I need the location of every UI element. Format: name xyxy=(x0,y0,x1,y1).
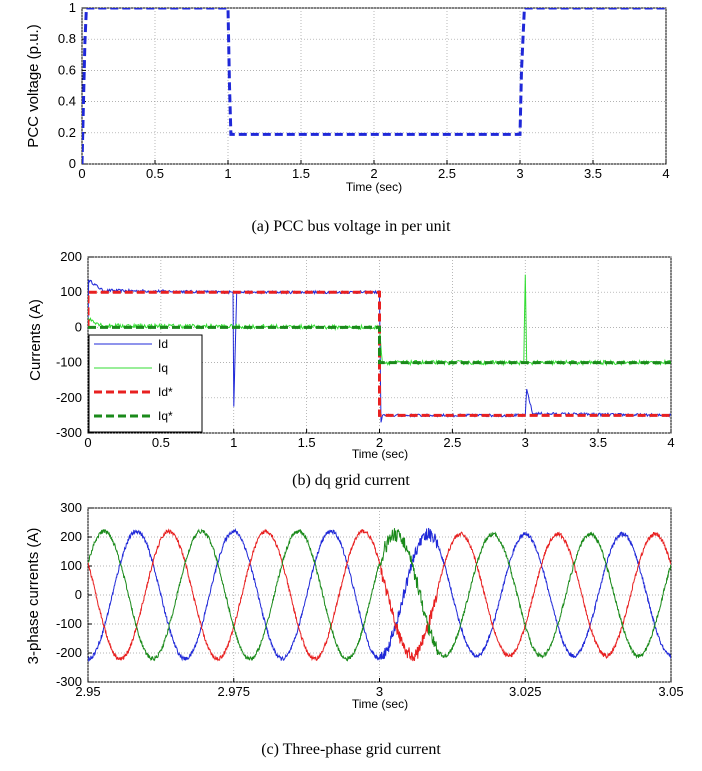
y-tick-label: -200 xyxy=(56,390,82,405)
x-tick-label: 1.5 xyxy=(298,435,316,450)
x-tick-label: 1 xyxy=(224,166,231,181)
x-tick-label: 2.975 xyxy=(217,684,250,699)
panel-b-ylabel: Currents (A) xyxy=(27,299,44,381)
legend-label: Id* xyxy=(158,385,173,399)
panel-b-caption: (b) dq grid current xyxy=(292,472,410,489)
legend-label: Id xyxy=(158,337,168,351)
x-tick-label: 0 xyxy=(78,166,85,181)
y-tick-label: 0 xyxy=(75,319,82,334)
series-line xyxy=(88,290,671,417)
x-tick-label: 1.5 xyxy=(292,166,310,181)
x-tick-label: 3.5 xyxy=(589,435,607,450)
y-tick-label: 100 xyxy=(60,284,82,299)
panel-b-xlabel: Time (sec) xyxy=(352,447,408,461)
x-tick-label: 2 xyxy=(376,435,383,450)
x-tick-label: 3.05 xyxy=(658,684,683,699)
panel-b-legend: Id Iq Id* Iq* xyxy=(88,334,203,433)
panel-c-ticks: 2.95 2.975 3 3.025 3.05 -300 -200 -100 0 100 200 30… xyxy=(56,500,684,699)
x-tick-label: 3 xyxy=(522,435,529,450)
x-tick-label: 2 xyxy=(370,166,377,181)
x-tick-label: 1 xyxy=(230,435,237,450)
x-tick-label: 3.025 xyxy=(509,684,542,699)
panel-a: 0 0.5 1 1.5 2 2.5 3 3.5 4 0 0.2 0.4 0.6 0.8 1 Time (se… xyxy=(25,0,670,235)
x-tick-label: 3 xyxy=(376,684,383,699)
legend-label: Iq* xyxy=(158,409,173,423)
y-tick-label: -100 xyxy=(56,355,82,370)
panel-a-ticks: 0 0.5 1 1.5 2 2.5 3 3.5 4 0 0.2 0.4 0.6 0.8 1 xyxy=(58,0,670,181)
panel-a-series xyxy=(82,8,666,164)
panel-c-caption: (c) Three-phase grid current xyxy=(261,741,441,758)
x-tick-label: 4 xyxy=(667,435,674,450)
series-line xyxy=(88,325,671,365)
y-tick-label: 0 xyxy=(69,156,76,171)
x-tick-label: 4 xyxy=(662,166,669,181)
panel-a-xlabel: Time (sec) xyxy=(346,180,402,194)
series-line xyxy=(88,528,671,662)
panel-b-series xyxy=(88,274,671,423)
panel-a-ylabel: PCC voltage (p.u.) xyxy=(25,24,42,147)
y-tick-label: 0.6 xyxy=(58,62,76,77)
y-tick-label: -200 xyxy=(56,645,82,660)
series-line xyxy=(82,8,666,164)
x-tick-label: 0.5 xyxy=(152,435,170,450)
panel-c-series xyxy=(88,527,671,663)
y-tick-label: 0.8 xyxy=(58,31,76,46)
x-tick-label: 2.95 xyxy=(75,684,100,699)
y-tick-label: -100 xyxy=(56,616,82,631)
panel-c-xlabel: Time (sec) xyxy=(352,697,408,711)
x-tick-label: 0.5 xyxy=(146,166,164,181)
x-tick-label: 3.5 xyxy=(584,166,602,181)
x-tick-label: 3 xyxy=(516,166,523,181)
y-tick-label: -300 xyxy=(56,425,82,440)
y-tick-label: 0 xyxy=(75,587,82,602)
y-tick-label: 0.2 xyxy=(58,125,76,140)
x-tick-label: 2.5 xyxy=(443,435,461,450)
panel-a-grid xyxy=(81,7,667,165)
y-tick-label: -300 xyxy=(56,674,82,689)
y-tick-label: 300 xyxy=(60,500,82,515)
panel-c-ylabel: 3-phase currents (A) xyxy=(25,528,42,665)
y-tick-label: 200 xyxy=(60,249,82,264)
x-tick-label: 2.5 xyxy=(438,166,456,181)
y-tick-label: 200 xyxy=(60,529,82,544)
y-tick-label: 0.4 xyxy=(58,94,76,109)
y-tick-label: 100 xyxy=(60,558,82,573)
panel-c: 2.95 2.975 3 3.025 3.05 -300 -200 -100 0 100 200 30… xyxy=(25,500,684,758)
y-tick-label: 1 xyxy=(69,0,76,15)
series-line xyxy=(88,527,671,663)
panel-b-ticks: 0 0.5 1 1.5 2 2.5 3 3.5 4 -300 -200 -100 0 100 200 xyxy=(56,249,675,450)
legend-label: Iq xyxy=(158,361,168,375)
x-tick-label: 0 xyxy=(84,435,91,450)
panel-a-caption: (a) PCC bus voltage in per unit xyxy=(251,218,451,235)
